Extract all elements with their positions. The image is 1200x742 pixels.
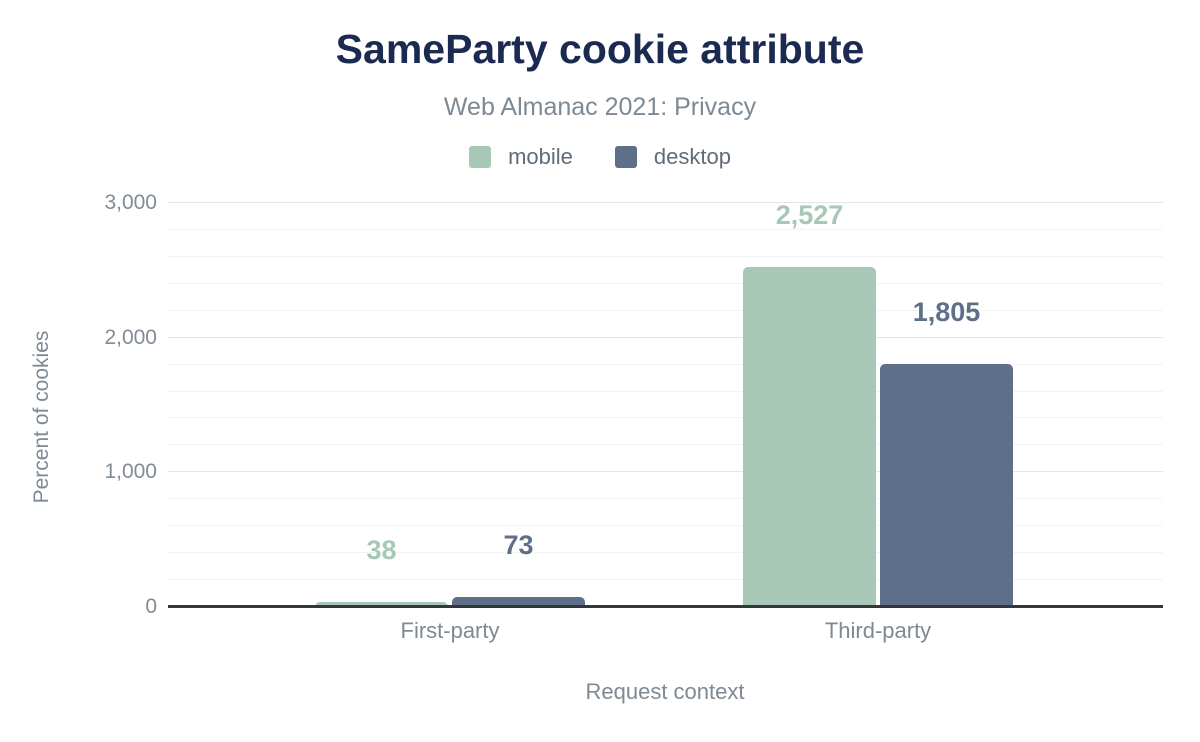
legend-item-desktop: desktop	[614, 144, 731, 170]
gridline-200	[168, 579, 1163, 581]
chart-subtitle: Web Almanac 2021: Privacy	[443, 93, 757, 121]
legend: mobile desktop	[0, 144, 1200, 170]
value-label-desktop-first-party: 73	[503, 530, 534, 560]
y-tick-label-2000: 2,000	[104, 325, 157, 349]
bar-desktop-third-party	[880, 364, 1013, 607]
value-label-desktop-third-party: 1,805	[912, 297, 981, 327]
gridline-600	[168, 525, 1163, 527]
y-tick-label-0: 0	[145, 595, 157, 618]
x-tick-label-first-party: First-party	[400, 618, 500, 643]
legend-label: mobile	[508, 144, 573, 169]
bar-mobile-first-party	[315, 602, 448, 607]
y-tick-label-1000: 1,000	[104, 460, 157, 484]
x-axis-title: Request context	[585, 679, 745, 704]
legend-swatch-desktop	[614, 146, 637, 168]
gridline-1000	[168, 471, 1163, 473]
gridline-1600	[168, 390, 1163, 392]
legend-label: desktop	[653, 144, 731, 169]
legend-item-mobile: mobile	[469, 144, 573, 170]
gridline-400	[168, 552, 1163, 554]
bar-desktop-first-party	[452, 597, 585, 607]
gridline-3000	[168, 202, 1163, 203]
gridline-2800	[168, 228, 1163, 230]
gridline-1400	[168, 417, 1163, 419]
gridline-800	[168, 498, 1163, 500]
x-tick-label-third-party: Third-party	[824, 618, 932, 643]
value-label-mobile-third-party: 2,527	[775, 200, 844, 230]
chart-title: SameParty cookie attribute	[335, 26, 865, 72]
gridline-1200	[168, 444, 1163, 446]
legend-swatch-mobile	[469, 146, 492, 168]
bar-mobile-third-party	[743, 267, 876, 607]
y-tick-label-3000: 3,000	[104, 191, 157, 214]
gridline-2400	[168, 282, 1163, 284]
gridline-2600	[168, 255, 1163, 257]
gridline-2000	[168, 336, 1163, 338]
x-axis-line	[168, 605, 1163, 608]
gridline-2200	[168, 309, 1163, 311]
plot-area: 38 73 2,527 1,805	[168, 200, 1163, 608]
gridline-1800	[168, 363, 1163, 365]
value-label-mobile-first-party: 38	[366, 535, 397, 565]
